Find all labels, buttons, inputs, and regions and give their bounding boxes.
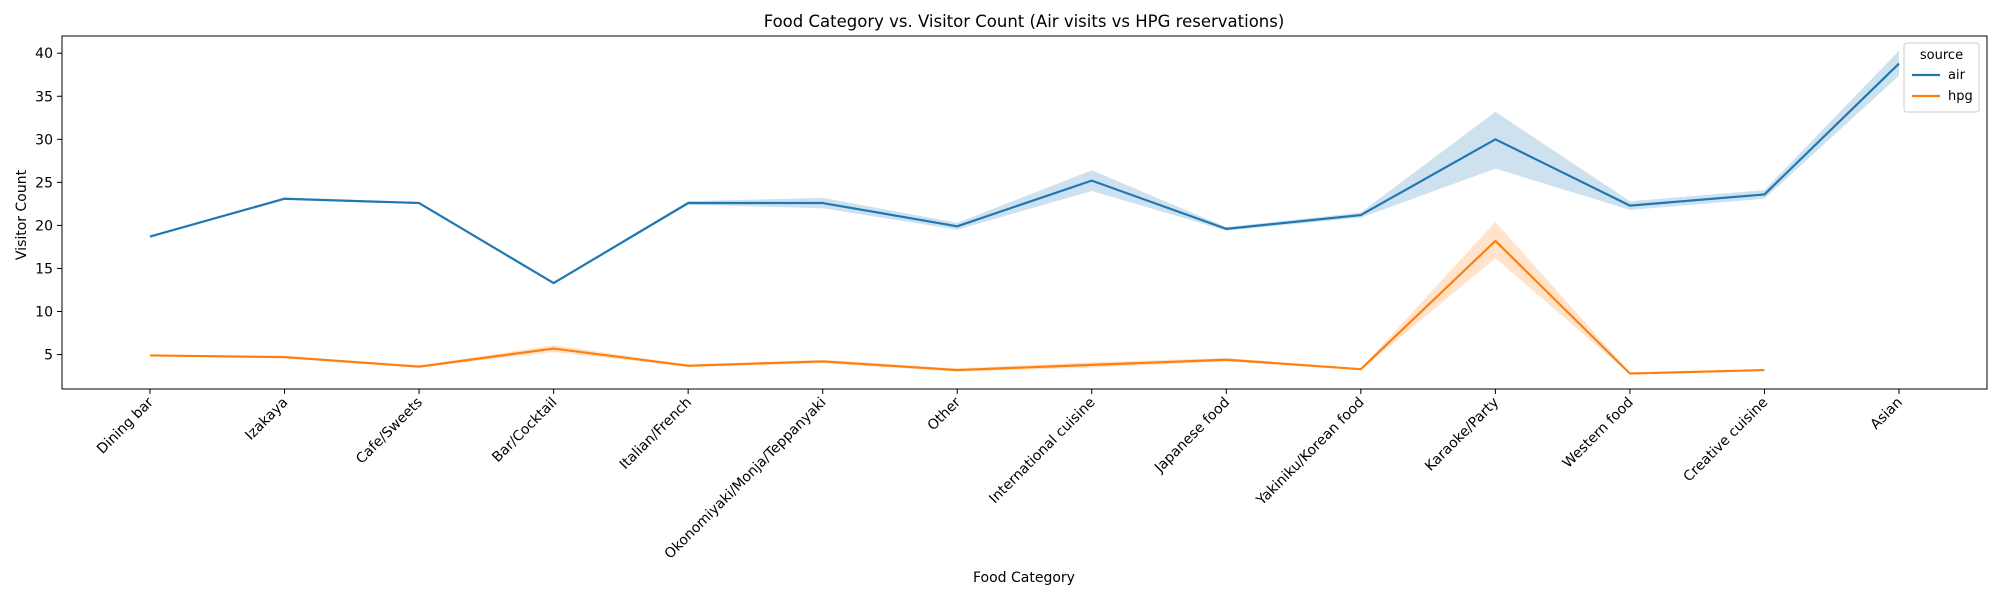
confidence-bands — [150, 50, 1899, 375]
x-tick-label: Okonomiyaki/Monja/Teppanyaki — [662, 395, 830, 563]
x-tick-label: International cuisine — [986, 395, 1098, 507]
x-tick-label: Bar/Cocktail — [489, 395, 560, 466]
legend-box — [1903, 42, 1980, 113]
x-tick-label: Cafe/Sweets — [353, 395, 426, 468]
series-line-hpg — [149, 239, 1765, 375]
y-axis-label: Visitor Count — [14, 169, 30, 260]
legend-label-air: air — [1948, 68, 1966, 83]
axes: 5 10 15 20 25 30 35 40 Dining bar Izakaya Cafe/Swe… — [35, 35, 1988, 563]
y-tick-label: 20 — [35, 218, 53, 234]
legend-label-hpg: hpg — [1948, 89, 1973, 104]
y-tick-label: 35 — [35, 89, 53, 105]
y-tick-label: 10 — [35, 305, 53, 321]
plot-frame — [61, 35, 1988, 390]
x-tick-label: Izakaya — [242, 395, 291, 444]
band-hpg — [150, 221, 1765, 375]
x-tick-label: Italian/French — [617, 395, 695, 473]
x-tick-label: Dining bar — [94, 394, 157, 457]
x-tick-label: Other — [925, 394, 965, 434]
x-axis-label: Food Category — [973, 570, 1075, 586]
series-line-air — [149, 62, 1900, 285]
y-tick-label: 5 — [44, 348, 53, 364]
chart-title: Food Category vs. Visitor Count (Air vis… — [764, 12, 1285, 31]
y-tick-label: 15 — [35, 261, 53, 277]
series-lines — [149, 62, 1900, 375]
band-air — [150, 50, 1899, 284]
x-tick-label: Yakiniku/Korean food — [1253, 395, 1368, 510]
x-tick-label: Karaoke/Party — [1422, 395, 1502, 475]
y-tick-label: 25 — [35, 175, 53, 191]
y-tick-label: 30 — [35, 132, 53, 148]
legend: source air hpg — [1903, 42, 1980, 113]
x-tick-label: Asian — [1867, 395, 1905, 433]
x-tick-label: Japanese food — [1151, 395, 1233, 477]
x-tick-label: Creative cuisine — [1681, 395, 1772, 486]
legend-title: source — [1920, 48, 1963, 63]
x-tick-label: Western food — [1560, 395, 1637, 472]
y-tick-label: 40 — [35, 46, 53, 62]
